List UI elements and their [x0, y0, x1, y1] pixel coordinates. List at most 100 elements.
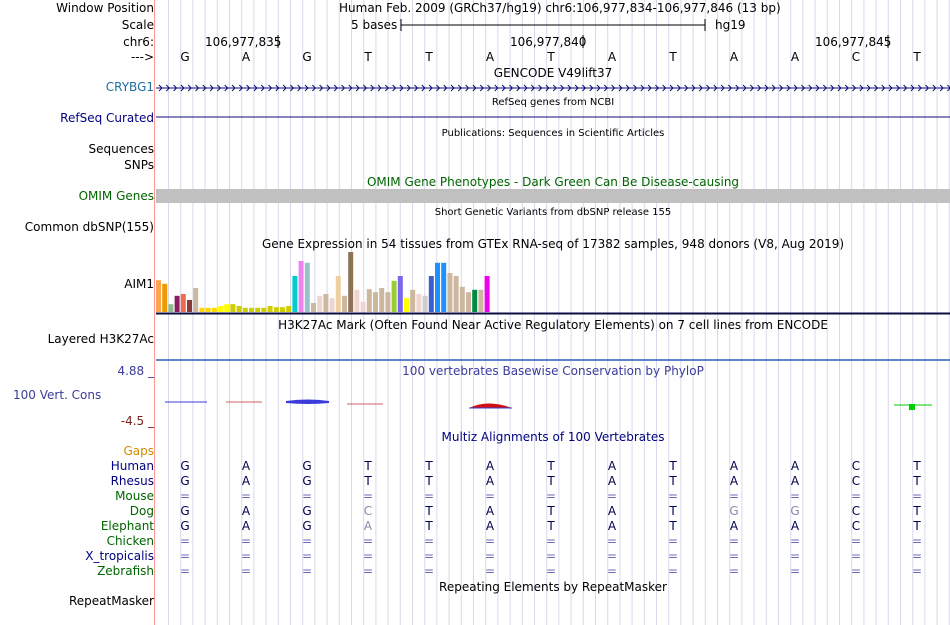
strand-chevron	[180, 84, 185, 92]
strand-chevron	[640, 84, 645, 92]
strand-chevron	[384, 84, 390, 92]
phylop-track-label[interactable]: 100 Vert. Cons	[13, 388, 102, 402]
species-label[interactable]: Mouse	[115, 489, 154, 503]
multiz-track-title: Multiz Alignments of 100 Vertebrates	[441, 430, 665, 444]
strand-chevron	[706, 84, 711, 92]
aligned-base: A	[607, 519, 617, 533]
repeatmasker-track-label[interactable]: RepeatMasker	[68, 594, 154, 608]
strand-chevron	[319, 84, 324, 92]
dbsnp-track-label[interactable]: Common dbSNP(155)	[24, 220, 154, 234]
strand-chevron	[874, 84, 879, 92]
species-label[interactable]: Dog	[129, 504, 154, 518]
strand-chevron	[158, 84, 163, 92]
gtex-tissue-bar	[180, 294, 186, 312]
strand-chevron	[414, 84, 419, 92]
strand-chevron	[516, 84, 521, 92]
reference-base: C	[851, 50, 861, 64]
strand-chevron	[728, 84, 733, 92]
aligned-base: =	[606, 489, 618, 503]
aligned-base: G	[180, 504, 190, 518]
gencode-gene-label[interactable]: CRYBG1	[105, 80, 154, 94]
h3k27ac-baseline	[156, 359, 950, 361]
strand-chevron	[574, 84, 579, 92]
omim-phenotype-bar[interactable]	[156, 189, 950, 203]
aligned-base: =	[606, 549, 618, 563]
aligned-base: =	[667, 549, 679, 563]
gtex-tissue-bar	[174, 295, 180, 312]
aligned-base: A	[729, 459, 739, 473]
refseq-gene-feature[interactable]	[156, 113, 950, 121]
gtex-gene-label[interactable]: AIM1	[124, 277, 154, 291]
strand-chevron	[815, 84, 820, 92]
aligned-base: =	[179, 564, 191, 578]
gtex-tissue-bar	[311, 303, 316, 312]
strand-chevron	[742, 84, 747, 92]
aligned-base: A	[363, 519, 373, 533]
strand-chevron	[720, 84, 725, 92]
refseq-track-label[interactable]: RefSeq Curated	[60, 111, 154, 125]
phylop-max-label: 4.88 _	[117, 364, 154, 378]
gtex-tissue-bar	[472, 289, 478, 312]
species-label[interactable]: Rhesus	[110, 474, 154, 488]
strand-chevron	[589, 84, 594, 92]
species-label[interactable]: Elephant	[100, 519, 154, 533]
reference-base: A	[790, 50, 800, 64]
strand-chevron	[282, 84, 287, 92]
species-label[interactable]: Chicken	[106, 534, 154, 548]
gtex-tissue-bar	[348, 252, 354, 312]
reference-base: T	[913, 50, 921, 64]
aligned-base: C	[851, 519, 861, 533]
aligned-base: =	[545, 534, 557, 548]
gaps-label[interactable]: Gaps	[123, 444, 154, 458]
strand-chevron	[545, 84, 550, 92]
aligned-base: =	[484, 534, 496, 548]
aligned-base: =	[301, 564, 313, 578]
aligned-base: =	[179, 489, 191, 503]
aligned-base: A	[790, 519, 800, 533]
aligned-base: T	[913, 459, 921, 473]
gtex-tissue-bar	[218, 306, 223, 312]
reference-base: G	[180, 50, 190, 64]
publications-label-line2[interactable]: SNPs	[124, 158, 154, 172]
crybg1-gene-feature[interactable]	[156, 82, 950, 94]
phylop-conservation-plot[interactable]	[156, 395, 950, 415]
gtex-tissue-bar	[323, 294, 329, 312]
repeatmasker-track-title: Repeating Elements by RepeatMasker	[439, 580, 667, 594]
aligned-base: =	[850, 549, 862, 563]
strand-chevron	[822, 84, 828, 92]
strand-chevron	[290, 84, 295, 92]
aligned-base: =	[362, 534, 374, 548]
gtex-tissue-bar	[168, 304, 174, 312]
strand-chevron	[582, 84, 587, 92]
window-position-value: Human Feb. 2009 (GRCh37/hg19) chr6:106,9…	[339, 1, 781, 15]
gtex-expression-chart[interactable]	[156, 252, 950, 316]
aligned-base: =	[301, 549, 313, 563]
omim-track-label[interactable]: OMIM Genes	[78, 189, 154, 203]
aligned-base: G	[729, 504, 739, 518]
h3k27ac-track-label[interactable]: Layered H3K27Ac	[47, 332, 154, 346]
reference-base: T	[364, 50, 372, 64]
aligned-base: T	[547, 474, 555, 488]
strand-chevron	[808, 84, 813, 92]
strand-chevron	[260, 84, 265, 92]
publications-label-line1[interactable]: Sequences	[88, 142, 154, 156]
position-tick-label: 106,977,835	[205, 35, 282, 49]
species-label[interactable]: X_tropicalis	[85, 549, 154, 563]
aligned-base: G	[302, 474, 312, 488]
aligned-base: =	[728, 489, 740, 503]
gtex-tissue-bar	[428, 276, 434, 312]
aligned-base: G	[180, 474, 190, 488]
reference-base: A	[485, 50, 495, 64]
species-label[interactable]: Zebrafish	[97, 564, 154, 578]
scale-bar	[400, 19, 706, 31]
aligned-base: =	[850, 534, 862, 548]
strand-chevron	[552, 84, 557, 92]
strand-chevron	[436, 84, 441, 92]
strand-chevron	[377, 84, 382, 92]
strand-chevron	[691, 84, 696, 92]
strand-chevron	[326, 84, 331, 92]
scale-db-label: hg19	[715, 18, 746, 32]
strand-chevron	[844, 84, 849, 92]
aligned-base: G	[302, 459, 312, 473]
species-label[interactable]: Human	[110, 459, 154, 473]
